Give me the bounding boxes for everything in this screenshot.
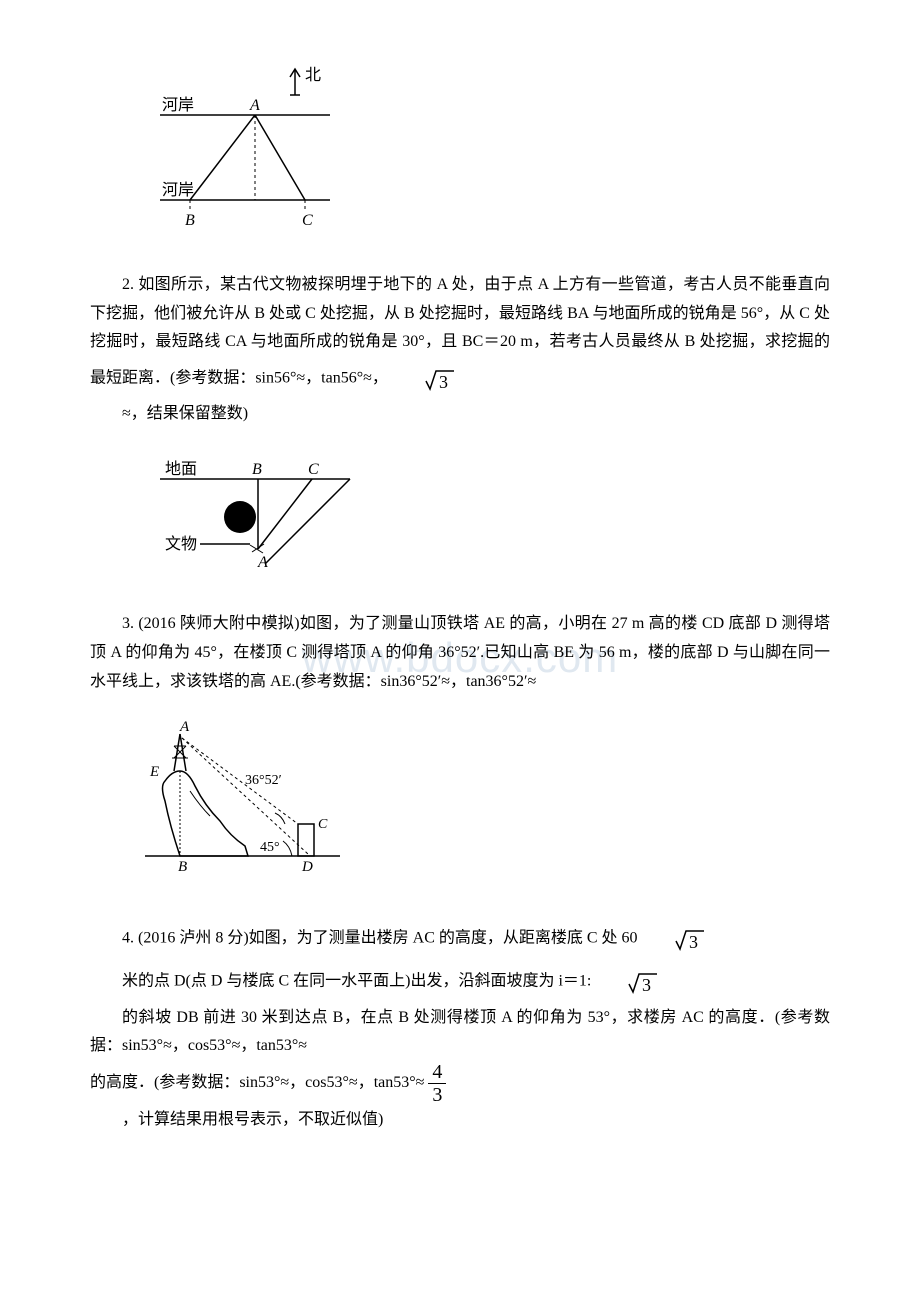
problem-4-text-line4: ，计算结果用根号表示，不取近似值) [90,1106,830,1135]
point-a-3: A [179,719,190,735]
figure-3: A E B D C 36°52′ 45° [130,716,830,887]
point-b: B [185,212,195,229]
problem-3-text: 3. (2016 陕师大附中模拟)如图，为了测量山顶铁塔 AE 的高，小明在 2… [90,610,830,696]
problem-4-text-3: 的斜坡 DB 前进 30 米到达点 B，在点 B 处测得楼顶 A 的仰角为 53… [90,1009,830,1055]
point-c-2: C [308,461,319,478]
point-c-3: C [318,817,328,832]
point-c: C [302,212,313,229]
problem-3-text-1: 3. (2016 陕师大附中模拟)如图，为了测量山顶铁塔 AE 的高，小明在 2… [90,615,830,690]
problem-4-text-line3b: 的高度．(参考数据：sin53°≈，cos53°≈，tan53°≈ 4 3 [90,1061,830,1106]
sqrt-3-c: 3 [595,960,659,1003]
figure-1: 北 河岸 A 河岸 B C [130,60,830,251]
problem-4-text-2: 米的点 D(点 D 与楼底 C 在同一水平面上)出发，沿斜面坡度为 i＝1: [122,973,591,990]
point-b-3: B [178,859,187,875]
svg-text:3: 3 [439,372,448,392]
frac-num: 4 [428,1061,446,1084]
problem-4-text-line3: 的斜坡 DB 前进 30 米到达点 B，在点 B 处测得楼顶 A 的仰角为 53… [90,1004,830,1062]
angle-36: 36°52′ [245,773,282,788]
point-a: A [249,97,260,114]
problem-4-text: 4. (2016 泸州 8 分)如图，为了测量出楼房 AC 的高度，从距离楼底 … [90,917,830,960]
frac-den: 3 [428,1084,446,1106]
problem-2-text-2: ≈，结果保留整数) [122,405,248,422]
bank-label-1: 河岸 [162,96,194,114]
problem-4-text-line2: 米的点 D(点 D 与楼底 C 在同一水平面上)出发，沿斜面坡度为 i＝1: 3 [90,960,830,1003]
problem-2-text-1: 2. 如图所示，某古代文物被探明埋于地下的 A 处，由于点 A 上方有一些管道，… [90,276,830,387]
bank-label-2: 河岸 [162,181,194,199]
point-a-2: A [257,554,268,571]
point-b-2: B [252,461,262,478]
problem-4-text-1: 4. (2016 泸州 8 分)如图，为了测量出楼房 AC 的高度，从距离楼底 … [122,929,638,946]
sqrt-3-b: 3 [642,917,706,960]
point-e: E [149,764,159,780]
problem-2-text-cont: ≈，结果保留整数) [90,400,830,429]
fraction-4-3: 4 3 [428,1061,446,1106]
svg-text:3: 3 [642,975,651,995]
problem-2-text: 2. 如图所示，某古代文物被探明埋于地下的 A 处，由于点 A 上方有一些管道，… [90,271,830,401]
north-label: 北 [305,66,321,84]
ground-label: 地面 [165,460,197,478]
artifact-label: 文物 [165,535,197,553]
figure-2: 地面 B C 文物 A [130,449,830,590]
svg-text:3: 3 [689,932,698,952]
point-d: D [301,859,313,875]
problem-4-text-4: ，计算结果用根号表示，不取近似值) [122,1111,383,1128]
sqrt-3: 3 [392,357,456,400]
angle-45: 45° [260,840,280,855]
